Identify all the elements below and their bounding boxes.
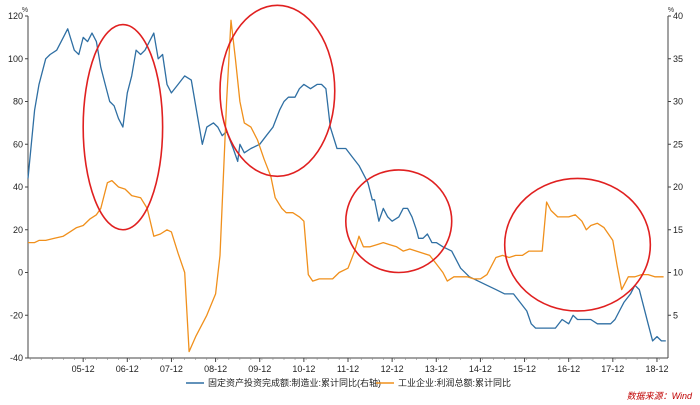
legend: 固定资产投资完成额:制造业:累计同比(右轴) 工业企业:利润总额:累计同比 bbox=[186, 377, 511, 388]
x-tick-label: 11-12 bbox=[337, 364, 359, 374]
left-tick-label: 40 bbox=[13, 182, 23, 192]
x-tick-label: 14-12 bbox=[469, 364, 492, 374]
x-tick-label: 09-12 bbox=[248, 364, 271, 374]
right-tick-label: 40 bbox=[673, 11, 683, 21]
series-layer bbox=[27, 19, 666, 353]
x-tick-label: 10-12 bbox=[292, 364, 315, 374]
left-tick-label: 120 bbox=[8, 11, 23, 21]
x-tick-label: 06-12 bbox=[116, 364, 139, 374]
x-tick-label: 05-12 bbox=[72, 364, 95, 374]
left-tick-label: 60 bbox=[13, 139, 23, 149]
left-tick-label: 100 bbox=[8, 54, 23, 64]
annotation-layer bbox=[82, 4, 652, 312]
right-tick-label: 25 bbox=[673, 139, 683, 149]
left-tick-label: 20 bbox=[13, 225, 23, 235]
right-tick-label: 35 bbox=[673, 54, 683, 64]
right-tick-label: 15 bbox=[673, 225, 683, 235]
series-line-industrial-profit bbox=[28, 19, 664, 353]
source-note: 数据来源：Wind bbox=[627, 391, 693, 401]
right-tick-label: 10 bbox=[673, 268, 683, 278]
legend-label: 工业企业:利润总额:累计同比 bbox=[398, 377, 511, 388]
left-axis-unit: % bbox=[22, 7, 28, 14]
highlight-ellipse bbox=[503, 177, 652, 312]
right-axis-unit: % bbox=[668, 7, 674, 14]
left-tick-label: -40 bbox=[10, 353, 23, 363]
left-tick-label: 0 bbox=[18, 268, 23, 278]
x-tick-label: 18-12 bbox=[645, 364, 668, 374]
right-tick-label: 20 bbox=[673, 182, 683, 192]
left-tick-label: 80 bbox=[13, 97, 23, 107]
x-tick-label: 16-12 bbox=[557, 364, 580, 374]
x-tick-label: 07-12 bbox=[160, 364, 183, 374]
left-tick-label: -20 bbox=[10, 310, 23, 320]
highlight-ellipse bbox=[219, 4, 336, 178]
x-tick-label: 17-12 bbox=[601, 364, 624, 374]
highlight-ellipse bbox=[344, 169, 453, 274]
x-tick-label: 13-12 bbox=[425, 364, 448, 374]
x-tick-label: 08-12 bbox=[204, 364, 227, 374]
x-tick-label: 15-12 bbox=[513, 364, 536, 374]
right-tick-label: 30 bbox=[673, 97, 683, 107]
highlight-ellipse bbox=[82, 23, 164, 231]
x-tick-label: 12-12 bbox=[381, 364, 404, 374]
right-tick-label: 5 bbox=[673, 310, 678, 320]
series-line-manufacturing-fai bbox=[27, 28, 666, 342]
legend-label: 固定资产投资完成额:制造业:累计同比(右轴) bbox=[208, 377, 381, 388]
axis-layer: % %120100806040200-20-4040353025201510505… bbox=[8, 7, 683, 374]
